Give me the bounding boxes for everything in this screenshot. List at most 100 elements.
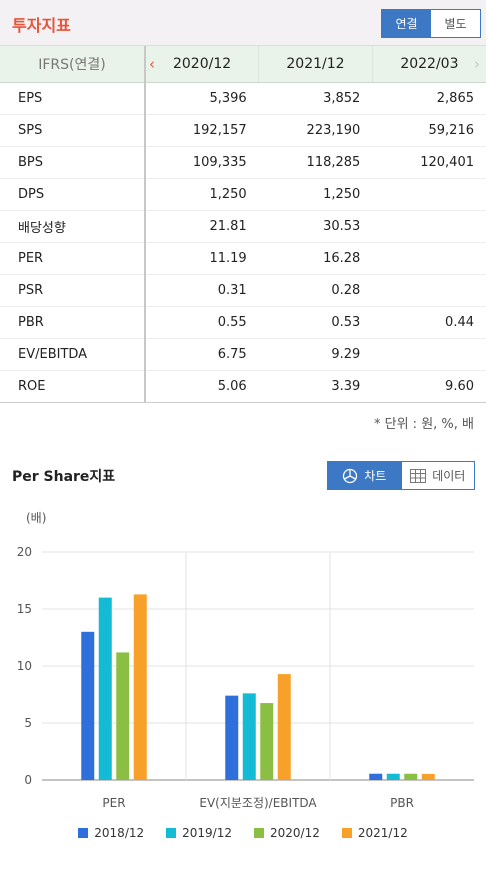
table-body: EPS 5,396 3,852 2,865 SPS 192,157 223,190 59,21… bbox=[0, 82, 486, 403]
table-row: DPS 1,250 1,250 bbox=[0, 178, 486, 211]
bar-2021-12 bbox=[133, 594, 147, 780]
legend-label: 2021/12 bbox=[357, 826, 408, 840]
y-tick-label: 5 bbox=[24, 716, 32, 730]
table-cell: 3,852 bbox=[258, 82, 373, 115]
chart-view-button[interactable]: 차트 bbox=[328, 462, 401, 489]
consolidation-toggle: 연결 별도 bbox=[381, 9, 481, 38]
table-cell: 109,335 bbox=[145, 146, 259, 179]
row-label: 배당성향 bbox=[0, 210, 146, 243]
separate-button[interactable]: 별도 bbox=[431, 10, 480, 37]
legend-label: 2020/12 bbox=[270, 826, 320, 840]
table-cell: 0.31 bbox=[145, 274, 259, 307]
legend-item[interactable]: 2020/12 bbox=[254, 826, 320, 840]
legend-label: 2018/12 bbox=[94, 826, 145, 840]
table-cell: 21.81 bbox=[145, 210, 259, 243]
row-label: ROE bbox=[0, 370, 146, 403]
indicator-table-wrap: IFRS(연결) 2020/12 2021/12 2022/03 EPS 5,39… bbox=[0, 46, 486, 403]
table-cell: 3.39 bbox=[258, 370, 373, 403]
y-tick-label: 0 bbox=[24, 773, 32, 787]
x-category-label: PBR bbox=[390, 796, 414, 810]
table-cell: 120,401 bbox=[372, 146, 486, 179]
table-row: BPS 109,335 118,285 120,401 bbox=[0, 146, 486, 179]
table-cell: 118,285 bbox=[258, 146, 373, 179]
table-cell: 0.55 bbox=[145, 306, 259, 339]
legend-swatch bbox=[78, 828, 89, 838]
table-cell: 0.53 bbox=[258, 306, 373, 339]
legend-label: 2019/12 bbox=[182, 826, 232, 840]
legend-item[interactable]: 2021/12 bbox=[341, 826, 408, 840]
table-cell bbox=[372, 274, 486, 307]
row-label: PER bbox=[0, 242, 146, 275]
column-header: 2020/12 bbox=[145, 46, 260, 83]
header-bar: 투자지표 연결 별도 bbox=[0, 0, 486, 46]
unit-note: * 단위 : 원, %, 배 bbox=[374, 416, 474, 432]
table-header-row: IFRS(연결) 2020/12 2021/12 2022/03 bbox=[0, 46, 486, 83]
chart-legend: 2018/12 2019/12 2020/12 2021/12 bbox=[0, 826, 486, 840]
per-share-chart: (배) 0 5 10 15 20 PER EV(지분조정)/EBITDA PBR bbox=[17, 511, 474, 810]
y-axis-label: (배) bbox=[26, 511, 46, 525]
next-period-icon[interactable]: › bbox=[474, 55, 480, 73]
table-cell: 223,190 bbox=[258, 114, 373, 147]
row-label: PBR bbox=[0, 306, 146, 339]
legend-swatch bbox=[341, 828, 352, 838]
table-row: 배당성향 21.81 30.53 bbox=[0, 210, 486, 243]
table-cell: 9.60 bbox=[372, 370, 486, 403]
table-cell: 16.28 bbox=[258, 242, 373, 275]
table-row: PSR 0.31 0.28 bbox=[0, 274, 486, 307]
chart-view-toggle: 차트 데이터 bbox=[327, 461, 475, 490]
bar-2021-12 bbox=[421, 773, 435, 780]
y-tick-label: 20 bbox=[17, 545, 32, 559]
table-cell: 59,216 bbox=[372, 114, 486, 147]
table-row: SPS 192,157 223,190 59,216 bbox=[0, 114, 486, 147]
bar-2018-12 bbox=[369, 773, 383, 780]
table-cell bbox=[372, 242, 486, 275]
data-view-button[interactable]: 데이터 bbox=[400, 462, 474, 489]
table-cell: 1,250 bbox=[145, 178, 259, 211]
bar-2019-12 bbox=[242, 693, 256, 780]
bar-2020-12 bbox=[260, 703, 274, 780]
legend-swatch bbox=[254, 828, 264, 838]
table-cell: 192,157 bbox=[145, 114, 259, 147]
bar-2018-12 bbox=[81, 631, 95, 780]
pie-chart-icon bbox=[343, 468, 358, 483]
x-category-label: PER bbox=[102, 796, 125, 810]
table-cell: 30.53 bbox=[258, 210, 373, 243]
consolidated-button[interactable]: 연결 bbox=[382, 10, 431, 37]
table-row: EPS 5,396 3,852 2,865 bbox=[0, 82, 486, 115]
table-cell bbox=[372, 210, 486, 243]
table-label-header: IFRS(연결) bbox=[0, 46, 146, 83]
row-label: DPS bbox=[0, 178, 146, 211]
bar-2020-12 bbox=[404, 773, 418, 780]
row-label: SPS bbox=[0, 114, 146, 147]
column-header: 2021/12 bbox=[258, 46, 373, 83]
table-icon bbox=[410, 468, 427, 483]
bar-2019-12 bbox=[386, 773, 400, 780]
legend-item[interactable]: 2019/12 bbox=[166, 826, 232, 840]
bar-2018-12 bbox=[225, 695, 239, 780]
table-cell: 2,865 bbox=[372, 82, 486, 115]
legend-item[interactable]: 2018/12 bbox=[78, 826, 144, 840]
indicator-table: IFRS(연결) 2020/12 2021/12 2022/03 EPS 5,39… bbox=[0, 46, 486, 403]
table-row: PBR 0.55 0.53 0.44 bbox=[0, 306, 486, 339]
table-cell: 11.19 bbox=[145, 242, 259, 275]
table-row: PER 11.19 16.28 bbox=[0, 242, 486, 275]
table-cell: 5.06 bbox=[145, 370, 259, 403]
row-label: BPS bbox=[0, 146, 146, 179]
table-cell: 1,250 bbox=[258, 178, 373, 211]
table-row: EV/EBITDA 6.75 9.29 bbox=[0, 338, 486, 371]
table-cell: 0.44 bbox=[372, 306, 486, 339]
bar-2021-12 bbox=[277, 674, 291, 780]
page-title: 투자지표 bbox=[12, 16, 71, 35]
table-row: ROE 5.06 3.39 9.60 bbox=[0, 370, 486, 403]
x-category-label: EV(지분조정)/EBITDA bbox=[199, 796, 317, 810]
column-header: 2022/03 bbox=[372, 46, 486, 83]
table-cell: 0.28 bbox=[258, 274, 373, 307]
chart-view-label: 차트 bbox=[364, 469, 387, 483]
table-cell: 6.75 bbox=[145, 338, 259, 371]
row-label: EPS bbox=[0, 82, 146, 115]
table-cell: 5,396 bbox=[145, 82, 259, 115]
y-tick-label: 10 bbox=[17, 659, 32, 673]
prev-period-icon[interactable]: ‹ bbox=[149, 55, 155, 73]
data-view-label: 데이터 bbox=[432, 469, 466, 483]
bar-2020-12 bbox=[116, 652, 130, 780]
